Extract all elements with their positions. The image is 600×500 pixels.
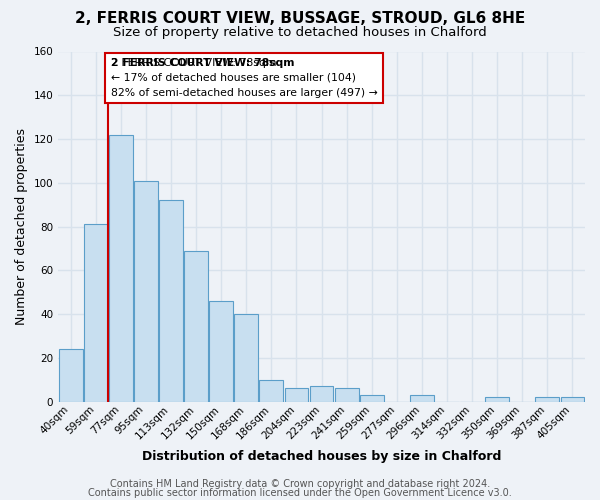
Bar xyxy=(310,386,334,402)
Bar xyxy=(410,395,434,402)
X-axis label: Distribution of detached houses by size in Chalford: Distribution of detached houses by size … xyxy=(142,450,501,462)
Text: 2, FERRIS COURT VIEW, BUSSAGE, STROUD, GL6 8HE: 2, FERRIS COURT VIEW, BUSSAGE, STROUD, G… xyxy=(75,11,525,26)
Bar xyxy=(284,388,308,402)
Bar xyxy=(485,397,509,402)
Text: Contains HM Land Registry data © Crown copyright and database right 2024.: Contains HM Land Registry data © Crown c… xyxy=(110,479,490,489)
Text: 2 FERRIS COURT VIEW: 78sqm: 2 FERRIS COURT VIEW: 78sqm xyxy=(111,58,295,68)
Bar xyxy=(235,314,258,402)
Bar xyxy=(360,395,383,402)
Text: 2 FERRIS COURT VIEW: 78sqm
← 17% of detached houses are smaller (104)
82% of sem: 2 FERRIS COURT VIEW: 78sqm ← 17% of deta… xyxy=(111,58,377,98)
Bar xyxy=(184,250,208,402)
Bar xyxy=(535,397,559,402)
Bar xyxy=(134,180,158,402)
Bar xyxy=(335,388,359,402)
Bar xyxy=(560,397,584,402)
Bar xyxy=(159,200,183,402)
Bar xyxy=(259,380,283,402)
Text: Size of property relative to detached houses in Chalford: Size of property relative to detached ho… xyxy=(113,26,487,39)
Bar xyxy=(109,134,133,402)
Bar xyxy=(84,224,108,402)
Bar xyxy=(59,349,83,402)
Y-axis label: Number of detached properties: Number of detached properties xyxy=(15,128,28,325)
Bar xyxy=(209,301,233,402)
Text: Contains public sector information licensed under the Open Government Licence v3: Contains public sector information licen… xyxy=(88,488,512,498)
